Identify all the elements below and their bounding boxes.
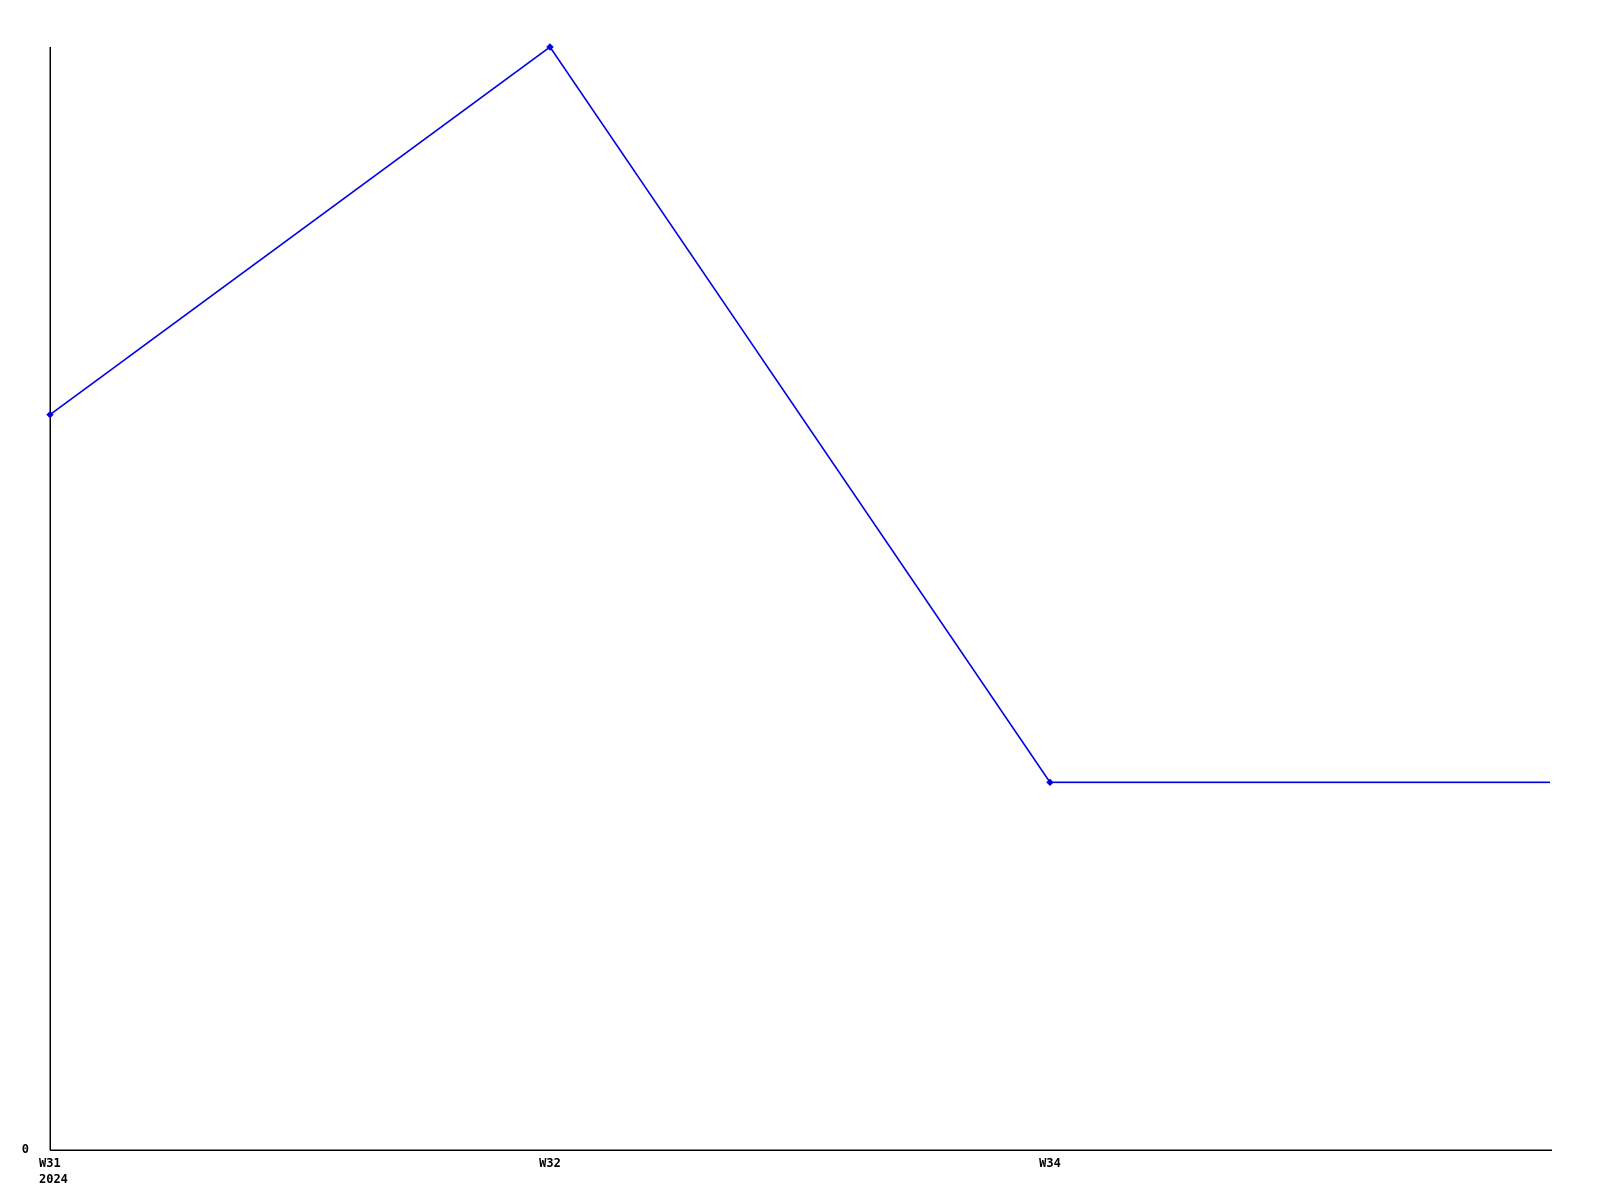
x-tick-label: W34 bbox=[1039, 1156, 1061, 1170]
y-tick-label: 0 bbox=[21, 1142, 29, 1156]
data-point-marker bbox=[546, 43, 554, 51]
data-point-marker bbox=[46, 410, 54, 419]
data-point-marker bbox=[1046, 778, 1054, 787]
x-tick-label: W31 2024 bbox=[39, 1156, 68, 1186]
x-tick-label: W32 bbox=[539, 1156, 561, 1170]
series-line bbox=[49, 45, 1550, 784]
